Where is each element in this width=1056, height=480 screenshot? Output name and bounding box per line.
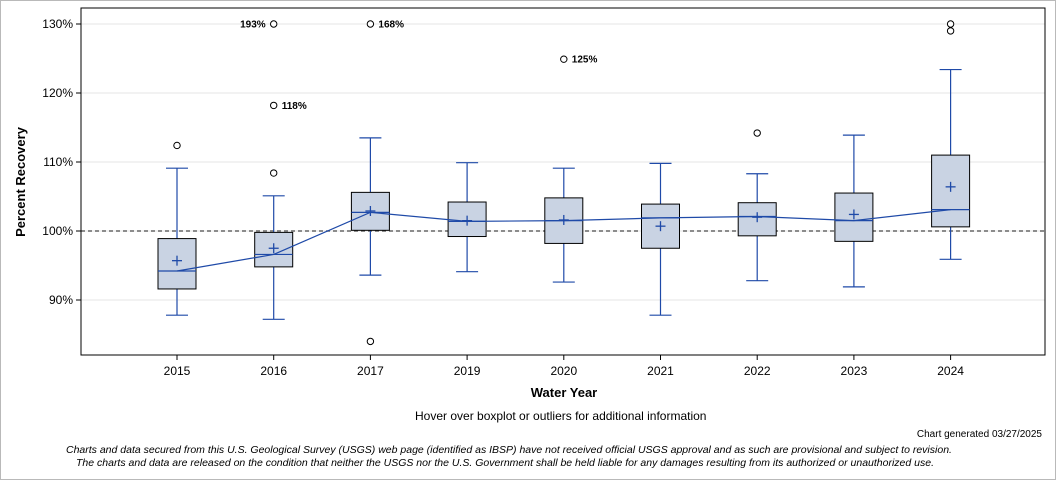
box-2023[interactable] xyxy=(834,134,874,288)
outlier-label: 125% xyxy=(572,55,598,66)
x-tick-label: 2021 xyxy=(647,364,674,378)
box-2024[interactable] xyxy=(931,68,971,260)
outlier-point[interactable] xyxy=(270,101,278,110)
chart-generated-date: Chart generated 03/27/2025 xyxy=(916,429,1042,440)
x-tick-label: 2015 xyxy=(164,364,191,378)
y-tick-label: 110% xyxy=(43,155,73,169)
grid-layer xyxy=(81,23,1045,301)
x-tick-label: 2024 xyxy=(937,364,964,378)
y-tick-label: 90% xyxy=(49,293,73,307)
x-tick-label: 2019 xyxy=(454,364,481,378)
box-2015[interactable] xyxy=(157,167,197,316)
x-axis-title: Water Year xyxy=(531,385,598,400)
hover-note: Hover over boxplot or outliers for addit… xyxy=(415,409,707,423)
outlier-layer: 193% 118% 168% 125% xyxy=(173,20,955,346)
box-2019[interactable] xyxy=(447,162,487,273)
outlier-point[interactable] xyxy=(946,27,955,35)
x-tick-label: 2017 xyxy=(357,364,384,378)
x-tick-label: 2016 xyxy=(260,364,287,378)
outlier-point[interactable] xyxy=(560,55,568,63)
box-layer xyxy=(157,68,971,320)
x-tick-label: 2023 xyxy=(841,364,868,378)
outlier-label: 168% xyxy=(378,20,404,31)
box-2016[interactable] xyxy=(254,195,294,320)
y-tick-label: 130% xyxy=(42,17,73,31)
outlier-point[interactable] xyxy=(173,141,181,150)
y-tick-label: 120% xyxy=(42,86,73,100)
outlier-point[interactable] xyxy=(270,20,278,28)
box-2021[interactable] xyxy=(641,162,680,316)
outlier-point[interactable] xyxy=(366,20,375,28)
outlier-point[interactable] xyxy=(366,337,375,346)
box-2020[interactable] xyxy=(544,167,584,283)
box-2017[interactable] xyxy=(350,137,390,276)
outlier-point[interactable] xyxy=(270,169,278,177)
axis-layer: 90% 100% 110% 120% 130% 2015 2016 2017 2019 2020 2… xyxy=(42,7,1046,378)
x-tick-label: 2022 xyxy=(744,364,771,378)
disclaimer-line-2: The charts and data are released on the … xyxy=(76,457,934,469)
box-2022[interactable] xyxy=(737,173,777,282)
outlier-label: 193% xyxy=(240,20,266,31)
y-axis-title: Percent Recovery xyxy=(13,126,28,237)
y-tick-label: 100% xyxy=(42,224,73,238)
median-trend-line xyxy=(176,209,951,272)
outlier-label: 118% xyxy=(282,101,307,112)
x-tick-label: 2020 xyxy=(550,364,577,378)
outlier-point[interactable] xyxy=(753,129,761,137)
median-trend-layer xyxy=(176,209,951,272)
disclaimer-line-1: Charts and data secured from this U.S. G… xyxy=(66,444,952,456)
outlier-point[interactable] xyxy=(946,20,955,28)
plot-area-border xyxy=(80,7,1046,356)
